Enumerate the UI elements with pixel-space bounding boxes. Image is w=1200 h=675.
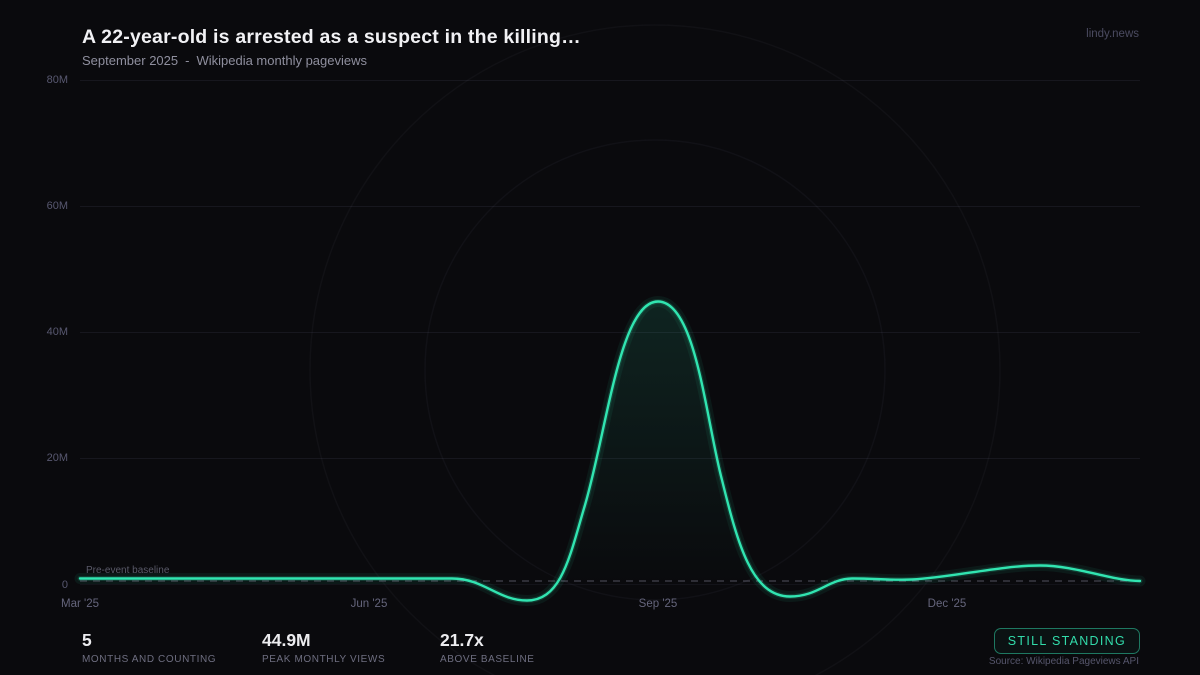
area-fill xyxy=(80,301,1140,601)
y-axis-tick-label-0: 0 xyxy=(61,579,68,591)
stat-peak-views-label: PEAK MONTHLY VIEWS xyxy=(262,654,386,665)
stat-above-baseline-label: ABOVE BASELINE xyxy=(440,654,535,665)
stat-months-label: MONTHS AND COUNTING xyxy=(82,654,217,665)
y-axis-tick-label-80m: 80M xyxy=(46,74,68,86)
source-caption: Source: Wikipedia Pageviews API xyxy=(988,656,1139,667)
stat-above-baseline: 21.7x ABOVE BASELINE xyxy=(440,630,535,665)
baseline-annotation-label: Pre-event baseline xyxy=(86,565,170,576)
stat-peak-views: 44.9M PEAK MONTHLY VIEWS xyxy=(262,630,385,665)
stat-months: 5 MONTHS AND COUNTING xyxy=(82,630,216,665)
x-axis-tick-label-dec: Dec '25 xyxy=(927,598,967,610)
subtitle-metric: Wikipedia monthly pageviews xyxy=(196,53,367,68)
x-axis-tick-label-mar: Mar '25 xyxy=(61,598,99,610)
x-axis-tick-label-sep: Sep '25 xyxy=(638,598,678,610)
decorative-ring-inner xyxy=(424,139,886,601)
stat-above-baseline-value: 21.7x xyxy=(440,630,484,650)
page-title: A 22-year-old is arrested as a suspect i… xyxy=(82,26,581,48)
y-axis-tick-label-40m: 40M xyxy=(46,326,68,338)
stat-months-value: 5 xyxy=(82,630,92,650)
decorative-ring-outer xyxy=(309,24,1001,675)
y-axis-tick-label-60m: 60M xyxy=(46,200,68,212)
y-axis-tick-label-20m: 20M xyxy=(46,452,68,464)
page-subtitle: September 2025- Wikipedia monthly pagevie… xyxy=(82,53,367,68)
stat-peak-views-value: 44.9M xyxy=(262,630,311,650)
subtitle-date: September 2025 xyxy=(82,53,179,68)
subtitle-separator: - xyxy=(185,53,190,68)
brand-link[interactable]: lindy.news xyxy=(1086,28,1139,40)
status-badge: STILL STANDING xyxy=(993,628,1140,654)
x-axis-tick-label-jun: Jun '25 xyxy=(350,598,388,610)
pageviews-line-series xyxy=(78,300,1142,602)
